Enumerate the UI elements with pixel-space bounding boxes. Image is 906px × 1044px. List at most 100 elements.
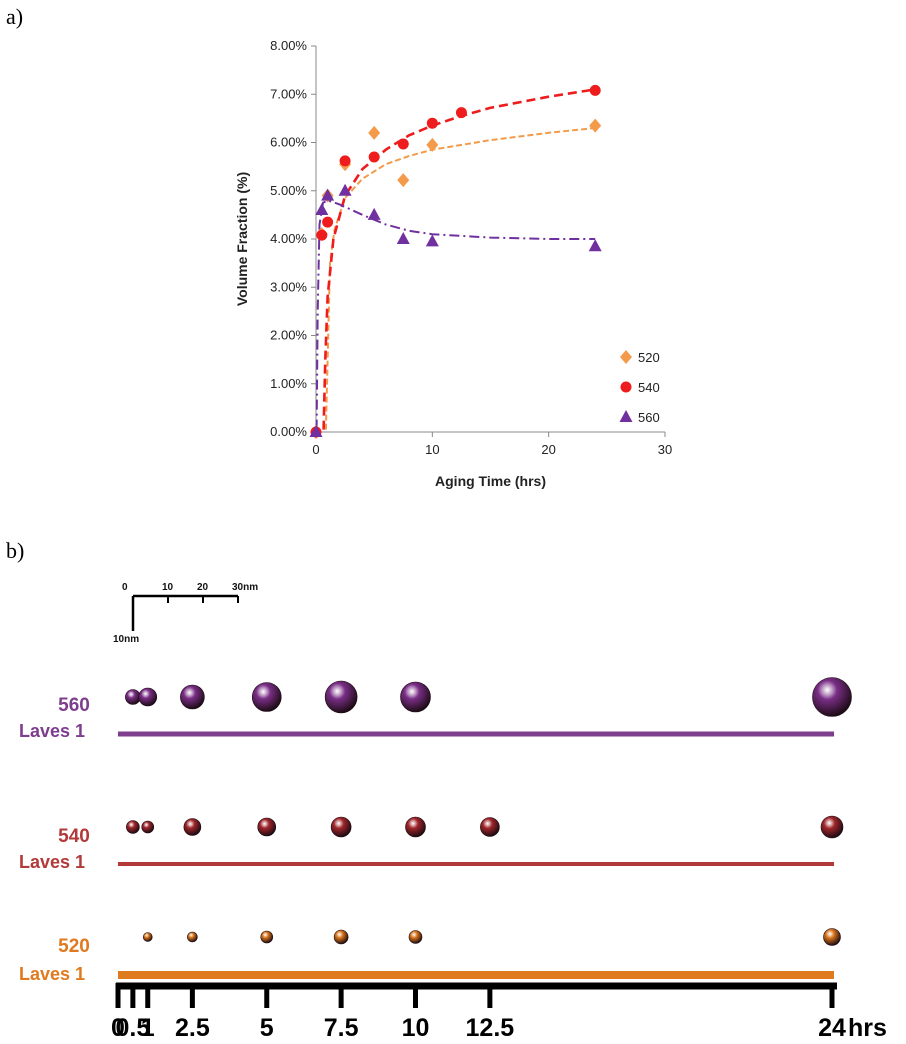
- particle-sphere: [480, 817, 500, 837]
- legend-marker-540: [620, 381, 632, 393]
- particle-sphere: [141, 820, 155, 834]
- particle-sphere: [408, 930, 423, 944]
- x-tick-label: 20: [541, 442, 555, 457]
- legend-label-540: 540: [638, 380, 660, 395]
- time-tick-label: 0.5: [115, 1014, 150, 1042]
- trendline-560: [315, 199, 596, 430]
- particle-sphere: [812, 677, 852, 717]
- row-560: 560 Laves 1: [19, 677, 852, 741]
- scale-bar: 0 10 20 30nm 10nm: [113, 582, 258, 645]
- particle-sphere: [257, 817, 277, 837]
- y-tick-label: 5.00%: [270, 183, 307, 198]
- y-tick-label: 0.00%: [270, 424, 307, 439]
- data-point-520: [426, 137, 439, 152]
- particle-sphere: [820, 815, 844, 839]
- x-tick-label: 30: [658, 442, 672, 457]
- data-point-560: [321, 188, 335, 201]
- particle-sphere: [180, 684, 205, 710]
- data-point-540: [397, 138, 409, 150]
- temperature-rows: 560 Laves 1 540 Laves 1 520 Laves 1: [19, 677, 852, 984]
- chart-axes: 0.00% 1.00% 2.00% 3.00% 4.00% 5.00% 6.00% 7.00%…: [270, 38, 672, 457]
- x-tick-label: 0: [312, 442, 319, 457]
- particle-sphere: [260, 930, 274, 944]
- row-phase-label: Laves 1: [19, 852, 85, 872]
- legend-label-560: 560: [638, 410, 660, 425]
- y-tick-label: 8.00%: [270, 38, 307, 53]
- data-point-540: [426, 117, 438, 129]
- time-unit-label: hrs: [848, 1014, 887, 1042]
- particle-sphere: [823, 928, 841, 946]
- chart-legend: 520 540 560: [619, 350, 660, 425]
- data-point-540: [316, 229, 328, 241]
- y-tick-label: 1.00%: [270, 376, 307, 391]
- panel-a-label: a): [6, 4, 24, 29]
- legend-marker-560: [619, 410, 633, 422]
- x-axis-label: Aging Time (hrs): [435, 473, 546, 489]
- particle-sphere: [183, 818, 202, 836]
- data-point-560: [588, 239, 602, 252]
- x-tick-label: 10: [425, 442, 439, 457]
- time-tick-label: 24: [818, 1014, 846, 1042]
- particle-sphere: [333, 929, 349, 945]
- scale-bar-label: 20: [197, 582, 209, 593]
- scale-bar-label: 10: [162, 582, 174, 593]
- particle-sphere: [324, 680, 358, 714]
- time-tick-label: 2.5: [175, 1014, 210, 1042]
- trend-lines: [315, 88, 596, 430]
- data-point-520: [397, 173, 410, 188]
- y-tick-label: 3.00%: [270, 279, 307, 294]
- particle-sphere: [138, 687, 158, 707]
- data-point-540: [589, 84, 601, 96]
- particle-sphere: [330, 816, 352, 838]
- scale-bar-label: 0: [122, 582, 128, 593]
- time-tick-label: 12.5: [466, 1014, 515, 1042]
- time-tick-label: 0: [111, 1014, 125, 1042]
- volume-fraction-chart: 0.00% 1.00% 2.00% 3.00% 4.00% 5.00% 6.00% 7.00%…: [234, 38, 672, 489]
- row-540: 540 Laves 1: [19, 815, 844, 872]
- y-axis-label: Volume Fraction (%): [234, 172, 250, 306]
- particle-sphere: [251, 682, 282, 712]
- particle-sphere: [405, 816, 426, 838]
- row-temperature-label: 520: [58, 936, 90, 957]
- data-point-540: [339, 155, 351, 167]
- time-tick-label: 10: [402, 1014, 430, 1042]
- particle-sphere: [400, 681, 431, 713]
- particle-sphere: [125, 689, 141, 705]
- time-tick-label: 5: [260, 1014, 274, 1042]
- legend-label-520: 520: [638, 350, 660, 365]
- data-point-560: [396, 232, 410, 244]
- data-point-520: [589, 118, 602, 133]
- data-point-560: [315, 203, 329, 216]
- data-point-540: [455, 107, 467, 119]
- scale-bar-label: 30nm: [232, 582, 258, 593]
- data-point-560: [425, 234, 439, 247]
- trendline-540: [322, 88, 596, 430]
- data-point-540: [368, 151, 380, 163]
- data-points: [309, 84, 602, 439]
- data-point-540: [322, 216, 334, 228]
- panel-b-label: b): [6, 538, 25, 563]
- row-temperature-label: 560: [58, 695, 90, 716]
- row-temperature-label: 540: [58, 826, 90, 847]
- scale-bar-vertical-label: 10nm: [113, 634, 139, 645]
- y-tick-label: 6.00%: [270, 135, 307, 150]
- data-point-560: [367, 207, 381, 220]
- y-tick-label: 7.00%: [270, 86, 307, 101]
- data-point-560: [338, 183, 352, 196]
- time-tick-label: 1: [141, 1014, 155, 1042]
- time-tick-label: 7.5: [324, 1014, 359, 1042]
- particle-sphere: [187, 931, 198, 943]
- row-phase-label: Laves 1: [19, 964, 85, 984]
- y-tick-label: 2.00%: [270, 328, 307, 343]
- data-point-560: [309, 425, 323, 437]
- row-phase-label: Laves 1: [19, 721, 85, 741]
- data-point-520: [368, 125, 381, 140]
- y-tick-label: 4.00%: [270, 231, 307, 246]
- particle-sphere: [126, 820, 140, 834]
- time-axis: 00.51 2.5 5 7.5 10 12.5 24 hrs: [111, 982, 887, 1042]
- particle-sphere: [142, 932, 153, 942]
- row-520: 520 Laves 1: [19, 928, 841, 984]
- legend-marker-520: [620, 350, 632, 364]
